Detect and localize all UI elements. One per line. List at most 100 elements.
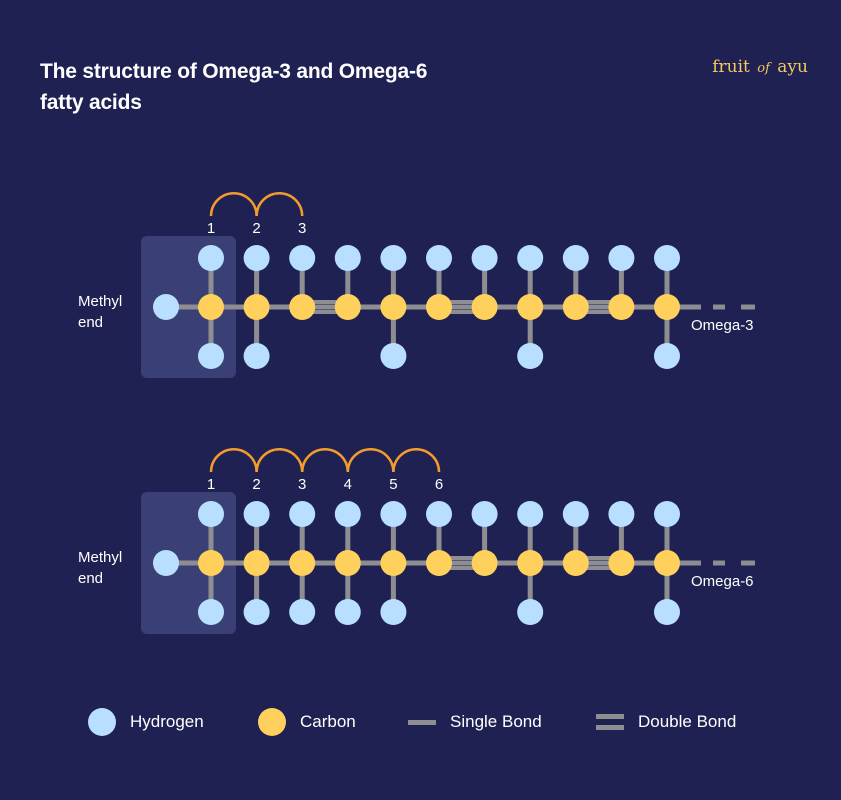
fatty-acid-diagram: Methyl end 1 2 3 Omega-3 Methyl end 1 2 3 4 5 6 Omega-… [78,192,755,634]
omega-6-carbon-8 [517,550,544,576]
single-bond-icon [408,719,436,725]
omega-3-methyl-label-line2: end [78,314,103,331]
omega-3-hydrogen-terminal [153,294,179,320]
omega-6-hydrogen-bottom-3 [289,599,316,625]
omega-6-count-arc-2 [255,448,304,473]
omega-6-hydrogen-top-9 [562,501,589,527]
omega-6-count-label-5: 5 [389,476,397,493]
omega-6-count-label-6: 6 [435,476,443,493]
omega-3-hydrogen-top-11 [654,245,680,271]
legend-double-bond-label: Double Bond [638,712,737,731]
omega-6-hydrogen-bottom-2 [243,599,270,625]
legend-single-bond: Single Bond [408,704,542,740]
omega-6-carbon-11 [654,550,680,576]
omega-6-hydrogen-top-2 [243,501,270,527]
omega-6-carbon-10 [608,550,635,576]
hydrogen-dot-icon [88,708,116,736]
omega-3-carbon-11 [654,294,680,320]
omega-6-hydrogen-bottom-11 [654,599,680,625]
omega-3-methyl-label-line1: Methyl [78,293,122,310]
omega-6-count-label-4: 4 [344,476,352,493]
omega-6-count-label-3: 3 [298,476,306,493]
omega-3-count-arc-2 [255,192,304,217]
omega-3-carbon-10 [608,294,635,320]
carbon-dot-icon [258,708,286,736]
omega-3-hydrogen-top-5 [380,245,407,271]
omega-6-hydrogen-bottom-8 [517,599,544,625]
omega-3-carbon-7 [471,294,498,320]
omega-3-hydrogen-top-3 [289,245,316,271]
omega-6-end-label: Omega-6 [691,573,754,590]
omega-6-carbon-3 [289,550,316,576]
omega-6-hydrogen-top-11 [654,501,680,527]
omega-6-hydrogen-top-10 [608,501,635,527]
omega-6-carbon-4 [334,550,361,576]
brand-logo: fruit of ayu [712,57,808,77]
omega-3-hydrogen-top-4 [334,245,361,271]
omega-3-carbon-3 [289,294,316,320]
legend-single-bond-label: Single Bond [450,712,542,731]
legend-carbon: Carbon [258,704,356,740]
omega-3-carbon-2 [243,294,270,320]
double-bond-icon [596,711,624,733]
omega-6-hydrogen-top-1 [198,501,224,527]
omega-3-hydrogen-bottom-11 [654,343,680,369]
omega-6-hydrogen-top-6 [426,501,452,527]
omega-3-end-label: Omega-3 [691,317,754,334]
omega-6-carbon-5 [380,550,407,576]
omega-6-carbon-6 [426,550,452,576]
omega-6-methyl-label-line1: Methyl [78,549,122,566]
omega-6-count-arc-5 [392,448,441,473]
omega-3-count-label-1: 1 [207,220,215,237]
brand-word-ayu: ayu [777,57,808,77]
omega-3-hydrogen-top-10 [608,245,635,271]
omega-3-hydrogen-top-7 [471,245,498,271]
omega-3-count-label-2: 2 [252,220,260,237]
omega-3-carbon-6 [426,294,452,320]
omega-6-methyl-label-line2: end [78,570,103,587]
omega-6-hydrogen-top-8 [517,501,544,527]
omega-3-carbon-8 [517,294,544,320]
omega-6-carbon-2 [243,550,270,576]
legend-double-bond: Double Bond [596,704,736,740]
omega-6-carbon-1 [198,550,224,576]
omega-3-carbon-1 [198,294,224,320]
omega-3-carbon-4 [334,294,361,320]
brand-word-of: of [757,61,770,76]
omega-3-hydrogen-top-2 [243,245,270,271]
omega-6-hydrogen-terminal [153,550,179,576]
omega-3-hydrogen-bottom-5 [380,343,407,369]
omega-3-count-arc-1 [209,192,258,217]
omega-3-hydrogen-top-1 [198,245,224,271]
omega-3-carbon-5 [380,294,407,320]
omega-6-count-label-1: 1 [207,476,215,493]
omega-6-count-arc-3 [300,448,350,473]
omega-3-hydrogen-top-8 [517,245,544,271]
legend: Hydrogen Carbon Single Bond Double Bond [88,704,788,740]
omega-3-carbon-9 [562,294,589,320]
omega-6-hydrogen-top-5 [380,501,407,527]
omega-6-hydrogen-top-3 [289,501,316,527]
omega-3-count-label-3: 3 [298,220,306,237]
omega-6-count-arc-1 [209,448,258,473]
omega-6-hydrogen-bottom-4 [334,599,361,625]
omega-3-hydrogen-top-9 [562,245,589,271]
page-title: The structure of Omega-3 and Omega-6 fat… [40,60,428,114]
omega-6-hydrogen-bottom-1 [198,599,224,625]
omega-6-count-label-2: 2 [252,476,260,493]
omega-6-carbon-9 [562,550,589,576]
omega-6-count-arc-4 [346,448,395,473]
omega-6-carbon-7 [471,550,498,576]
omega-6-hydrogen-top-4 [334,501,361,527]
omega-3-hydrogen-bottom-8 [517,343,544,369]
omega-3-hydrogen-top-6 [426,245,452,271]
brand-word-fruit: fruit [712,57,750,77]
legend-hydrogen-label: Hydrogen [130,712,204,731]
legend-carbon-label: Carbon [300,712,356,731]
omega-6-hydrogen-bottom-5 [380,599,407,625]
legend-hydrogen: Hydrogen [88,704,204,740]
omega-3-hydrogen-bottom-1 [198,343,224,369]
omega-6-hydrogen-top-7 [471,501,498,527]
omega-3-hydrogen-bottom-2 [243,343,270,369]
